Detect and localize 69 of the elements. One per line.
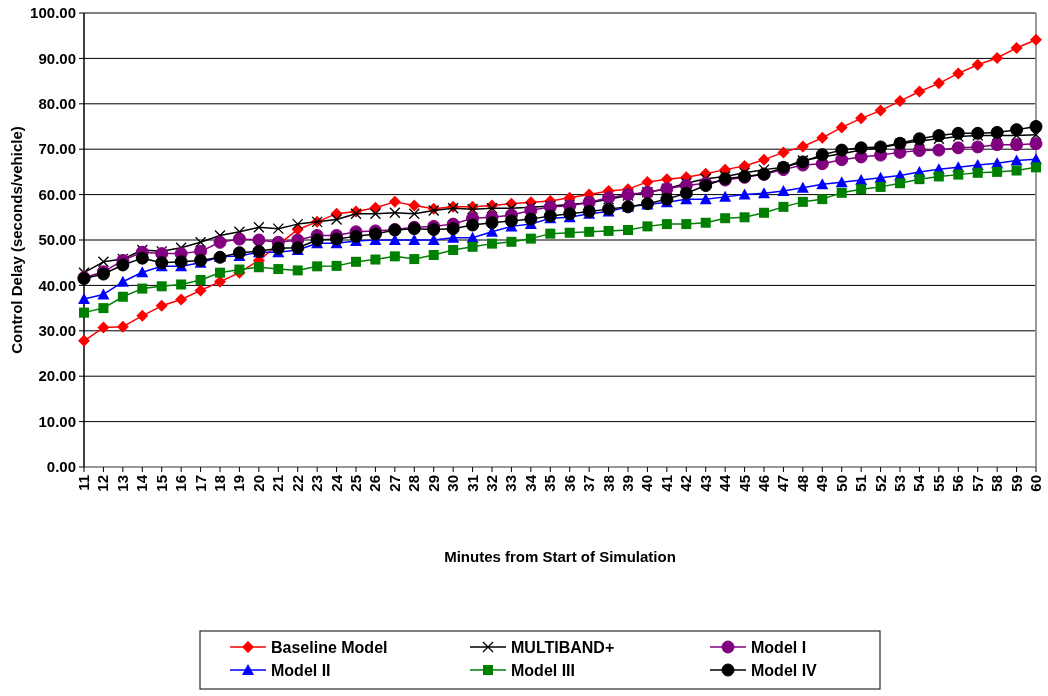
x-tick-label: 33: [502, 475, 520, 492]
x-tick-label: 37: [580, 475, 598, 492]
legend-label: Baseline Model: [271, 638, 388, 656]
x-tick-label: 13: [113, 475, 131, 492]
x-tick-label: 32: [483, 475, 500, 492]
y-tick-label: 80.00: [38, 95, 76, 113]
y-tick-label: 10.00: [38, 412, 76, 430]
x-tick-label: 16: [172, 475, 190, 492]
x-tick-label: 12: [94, 475, 112, 492]
x-tick-label: 14: [133, 474, 151, 492]
x-tick-label: 51: [852, 475, 870, 492]
x-tick-label: 50: [832, 475, 850, 492]
x-tick-label: 47: [774, 475, 792, 492]
y-tick-label: 90.00: [38, 49, 76, 67]
legend-label: Model II: [271, 661, 331, 679]
legend-label: MULTIBAND+: [511, 638, 615, 656]
x-tick-label: 17: [191, 475, 209, 492]
x-tick-label: 48: [793, 475, 811, 492]
x-tick-label: 55: [929, 475, 947, 492]
x-tick-label: 42: [677, 475, 695, 492]
x-tick-label: 29: [424, 475, 442, 492]
y-axis-title: Control Delay (seconds/vehicle): [8, 126, 25, 354]
x-tick-label: 22: [288, 475, 306, 492]
x-tick-label: 11: [75, 475, 92, 491]
x-tick-label: 38: [599, 475, 617, 492]
x-tick-label: 27: [385, 475, 403, 492]
y-tick-label: 40.00: [38, 276, 76, 294]
x-tick-label: 31: [463, 475, 481, 492]
x-tick-label: 30: [444, 475, 462, 492]
x-tick-label: 60: [1027, 475, 1044, 492]
x-tick-label: 26: [366, 475, 384, 492]
x-tick-label: 45: [735, 475, 753, 492]
x-tick-label: 53: [891, 475, 908, 492]
y-tick-label: 20.00: [38, 367, 76, 385]
y-tick-label: 50.00: [38, 231, 76, 249]
x-tick-label: 43: [696, 475, 714, 492]
x-tick-label: 49: [813, 475, 831, 492]
x-tick-label: 57: [968, 475, 986, 492]
x-tick-label: 21: [269, 475, 287, 492]
y-tick-label: 30.00: [38, 322, 76, 340]
x-tick-label: 15: [152, 475, 170, 492]
x-tick-label: 44: [716, 474, 734, 492]
x-tick-label: 36: [560, 475, 578, 492]
x-tick-label: 58: [988, 475, 1006, 492]
x-tick-label: 41: [657, 475, 675, 492]
x-tick-label: 18: [211, 475, 228, 492]
x-tick-label: 25: [347, 475, 364, 492]
x-tick-label: 40: [638, 475, 656, 492]
x-tick-label: 20: [249, 475, 267, 492]
legend-label: Model I: [751, 638, 807, 656]
x-tick-label: 24: [327, 474, 345, 492]
x-tick-label: 39: [619, 475, 636, 492]
x-tick-label: 35: [541, 475, 559, 492]
x-tick-label: 59: [1007, 475, 1025, 492]
x-tick-label: 23: [308, 475, 326, 492]
y-tick-label: 0.00: [46, 458, 76, 476]
x-tick-label: 54: [910, 474, 928, 492]
y-tick-label: 100.00: [30, 4, 76, 22]
legend-label: Model IV: [751, 661, 818, 679]
x-tick-label: 34: [521, 474, 539, 492]
legend-label: Model III: [511, 661, 575, 679]
y-tick-label: 70.00: [38, 140, 76, 158]
x-tick-label: 52: [871, 475, 889, 492]
x-tick-label: 28: [405, 475, 423, 492]
x-axis-title: Minutes from Start of Simulation: [444, 548, 676, 565]
y-tick-label: 60.00: [38, 185, 76, 203]
x-tick-label: 56: [949, 475, 967, 492]
x-tick-label: 46: [755, 475, 772, 492]
x-tick-label: 19: [230, 475, 248, 492]
